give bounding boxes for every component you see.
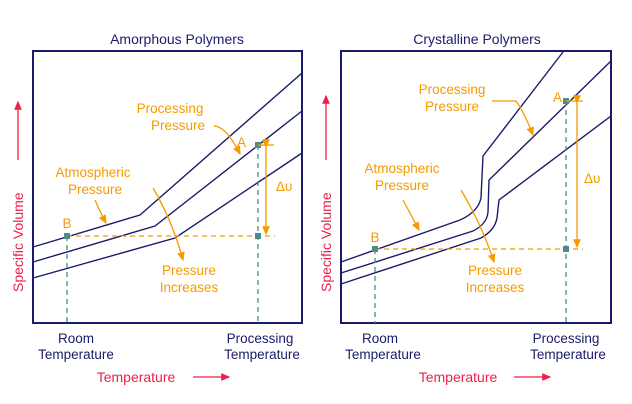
delta-v-label: Δυ [584,171,600,186]
curve-processing [32,110,303,263]
atmospheric-pressure-label: Atmospheric Pressure [55,165,130,197]
curve-high-pressure [32,152,303,279]
atmospheric-pressure-arrow [402,199,420,232]
pressure-increases-label: Pressure Increases [466,263,525,295]
processing-pressure-arrow [213,125,241,156]
delta-v-label: Δυ [276,179,292,194]
pressure-increases-arrow [152,187,185,262]
point-marker [563,246,569,252]
processing-pressure-label: Processing Pressure [419,82,486,114]
curve-atmospheric [32,72,303,248]
room-temperature-label: Room Temperature [38,331,114,362]
panel-title: Amorphous Polymers [110,31,244,47]
curve-high-pressure [340,115,612,285]
point-b-label: B [370,230,379,245]
point-a-label: A [553,90,562,105]
processing-temperature-label: Processing Temperature [530,331,606,362]
point-b-marker [64,233,70,239]
amorphous-panel: Amorphous Polymers Δυ A B Processing Pres… [10,31,303,385]
processing-pressure-label: Processing Pressure [137,101,205,133]
pressure-increases-label: Pressure Increases [160,263,219,295]
curve-atmospheric [340,51,564,263]
x-axis-label: Temperature [97,369,176,385]
point-marker [255,233,261,239]
processing-pressure-arrow [492,100,534,137]
plot-frame [340,50,612,324]
crystalline-panel: Crystalline Polymers Δυ A B Processing Pr… [318,31,612,385]
plot-frame [32,50,303,324]
pressure-increases-arrow [460,189,496,264]
x-axis-label: Temperature [419,369,498,385]
point-a-label: A [237,135,246,150]
panel-title: Crystalline Polymers [413,31,541,47]
y-axis-label: Specific Volume [318,192,334,292]
room-temperature-label: Room Temperature [345,331,421,362]
atmospheric-pressure-label: Atmospheric Pressure [364,161,439,193]
y-axis-label: Specific Volume [10,192,26,292]
curve-processing [340,60,612,274]
point-b-label: B [62,216,71,231]
point-b-marker [372,246,378,252]
processing-temperature-label: Processing Temperature [224,331,300,362]
atmospheric-pressure-arrow [94,199,107,225]
